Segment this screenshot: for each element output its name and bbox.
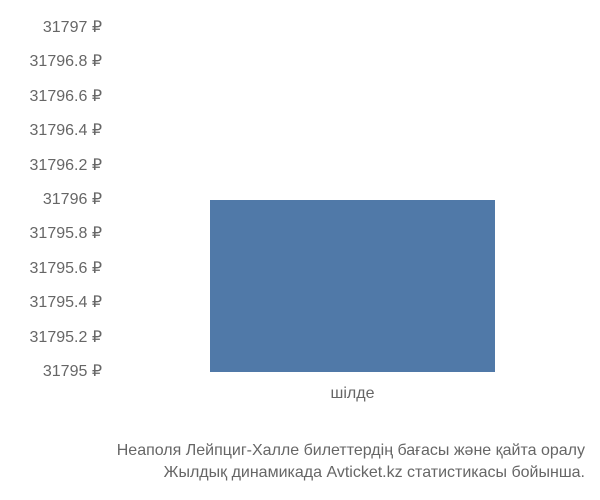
- footer-line-1: Неаполя Лейпциг-Халле билеттердің бағасы…: [10, 440, 585, 462]
- y-tick: 31795.6 ₽: [10, 261, 110, 277]
- bar: [210, 200, 495, 372]
- chart-footer: Неаполя Лейпциг-Халле билеттердің бағасы…: [10, 440, 590, 485]
- x-tick: шілде: [331, 385, 375, 403]
- y-tick: 31797 ₽: [10, 20, 110, 36]
- y-tick: 31795.2 ₽: [10, 330, 110, 346]
- y-tick: 31795.4 ₽: [10, 295, 110, 311]
- y-tick: 31796.2 ₽: [10, 158, 110, 174]
- y-axis: 31797 ₽ 31796.8 ₽ 31796.6 ₽ 31796.4 ₽ 31…: [10, 20, 110, 380]
- y-tick: 31795.8 ₽: [10, 226, 110, 242]
- x-axis: шілде: [115, 385, 590, 403]
- y-tick: 31796.6 ₽: [10, 89, 110, 105]
- y-tick: 31796.8 ₽: [10, 54, 110, 70]
- footer-line-2: Жылдық динамикада Avticket.kz статистика…: [10, 462, 585, 484]
- y-tick: 31796.4 ₽: [10, 123, 110, 139]
- bar-chart: 31797 ₽ 31796.8 ₽ 31796.6 ₽ 31796.4 ₽ 31…: [10, 20, 590, 420]
- y-tick: 31796 ₽: [10, 192, 110, 208]
- y-tick: 31795 ₽: [10, 364, 110, 380]
- plot-area: [115, 28, 590, 372]
